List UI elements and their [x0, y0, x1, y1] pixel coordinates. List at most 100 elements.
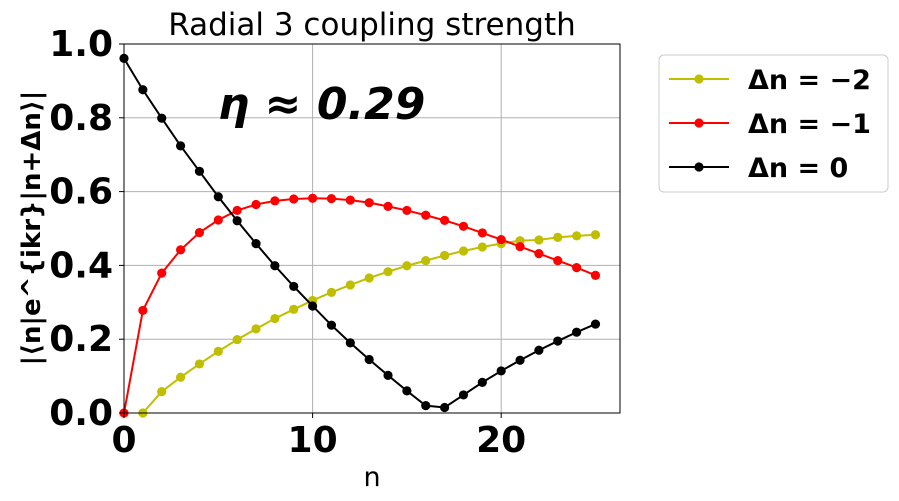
data-point: [534, 248, 544, 259]
plot-frame: [123, 43, 621, 414]
x-tick-label: 10: [288, 420, 338, 461]
data-point: [138, 305, 148, 316]
data-point: [440, 250, 450, 261]
data-point: [553, 256, 563, 266]
x-axis-ticks: 0 10 20: [111, 413, 526, 461]
y-tick-label: 0.0: [49, 393, 113, 434]
data-point: [402, 386, 412, 396]
legend-label: Δn = −2: [748, 65, 871, 96]
y-tick-label: 0.6: [49, 172, 113, 213]
data-point: [345, 280, 355, 290]
data-point: [251, 199, 261, 210]
data-point: [496, 366, 506, 376]
data-point: [289, 304, 299, 314]
data-point: [213, 215, 223, 225]
series-layer: [119, 53, 601, 418]
data-point: [232, 216, 242, 226]
legend-frame: [658, 54, 889, 193]
data-point: [326, 287, 337, 297]
data-point: [251, 324, 261, 334]
data-point: [175, 141, 186, 151]
data-point: [553, 336, 563, 346]
series-line: [142, 233, 596, 414]
data-point: [175, 245, 186, 255]
data-point: [440, 402, 450, 413]
x-tick-label: 20: [476, 420, 526, 461]
data-point: [477, 377, 487, 387]
chart-title: Radial 3 coupling strength: [168, 7, 576, 43]
x-tick-label: 0: [111, 420, 136, 461]
data-point: [402, 261, 412, 271]
data-point: [515, 241, 525, 252]
y-tick-label: 0.4: [49, 245, 113, 286]
data-point: [345, 338, 355, 348]
data-point: [364, 273, 374, 283]
data-point: [383, 267, 393, 277]
data-point: [364, 198, 374, 208]
data-point: [477, 228, 487, 238]
data-point: [364, 354, 374, 365]
data-point: [572, 327, 582, 337]
data-point: [421, 256, 431, 266]
data-point: [157, 113, 167, 123]
y-tick-label: 0.2: [49, 319, 113, 360]
data-point: [421, 401, 431, 411]
data-point: [590, 319, 601, 329]
data-point: [534, 345, 544, 355]
data-point: [477, 242, 487, 252]
y-axis-label: |⟨n|e^{ikr}|n+Δn⟩|: [17, 91, 47, 366]
series-1: [119, 193, 601, 418]
data-point: [553, 232, 563, 242]
legend-marker: [694, 118, 704, 128]
legend-item-2: Δn = 0: [669, 153, 848, 184]
legend-label: Δn = −1: [748, 109, 871, 140]
legend-item-0: Δn = −2: [669, 65, 871, 96]
y-tick-label: 0.8: [49, 98, 113, 139]
data-point: [326, 194, 337, 204]
legend-item-1: Δn = −1: [669, 109, 871, 140]
data-point: [289, 194, 299, 204]
data-point: [289, 281, 299, 292]
data-point: [402, 205, 412, 216]
data-point: [572, 263, 582, 273]
data-point: [590, 270, 601, 280]
data-point: [157, 387, 167, 397]
data-point: [590, 230, 601, 240]
series-line: [123, 197, 596, 414]
data-point: [496, 234, 506, 245]
data-point: [534, 235, 544, 245]
data-point: [270, 313, 280, 324]
data-point: [194, 359, 205, 369]
data-point: [383, 201, 393, 211]
data-point: [458, 246, 469, 256]
legend-marker: [694, 74, 704, 84]
legend: Δn = −2 Δn = −1 Δn = 0: [658, 54, 889, 193]
data-point: [157, 268, 167, 278]
legend-marker: [694, 162, 704, 172]
data-point: [270, 261, 280, 271]
data-point: [458, 390, 469, 400]
series-0: [138, 230, 601, 418]
data-point: [458, 221, 469, 231]
data-point: [138, 85, 148, 95]
data-point: [213, 192, 223, 202]
data-point: [383, 370, 393, 380]
data-point: [213, 346, 223, 356]
legend-label: Δn = 0: [748, 153, 848, 184]
data-point: [326, 320, 337, 330]
data-point: [194, 227, 205, 238]
data-point: [421, 210, 431, 220]
data-point: [307, 301, 318, 311]
data-point: [232, 334, 242, 345]
data-point: [270, 196, 280, 206]
data-point: [307, 193, 318, 203]
eta-annotation: η ≈ 0.29: [218, 79, 425, 130]
data-point: [232, 205, 242, 216]
data-point: [572, 231, 582, 241]
data-point: [440, 215, 450, 225]
y-axis-ticks: 0.0 0.2 0.4 0.6 0.8 1.0: [49, 24, 124, 434]
y-tick-label: 1.0: [49, 24, 113, 65]
data-point: [515, 355, 525, 365]
x-axis-label: n: [363, 462, 380, 493]
